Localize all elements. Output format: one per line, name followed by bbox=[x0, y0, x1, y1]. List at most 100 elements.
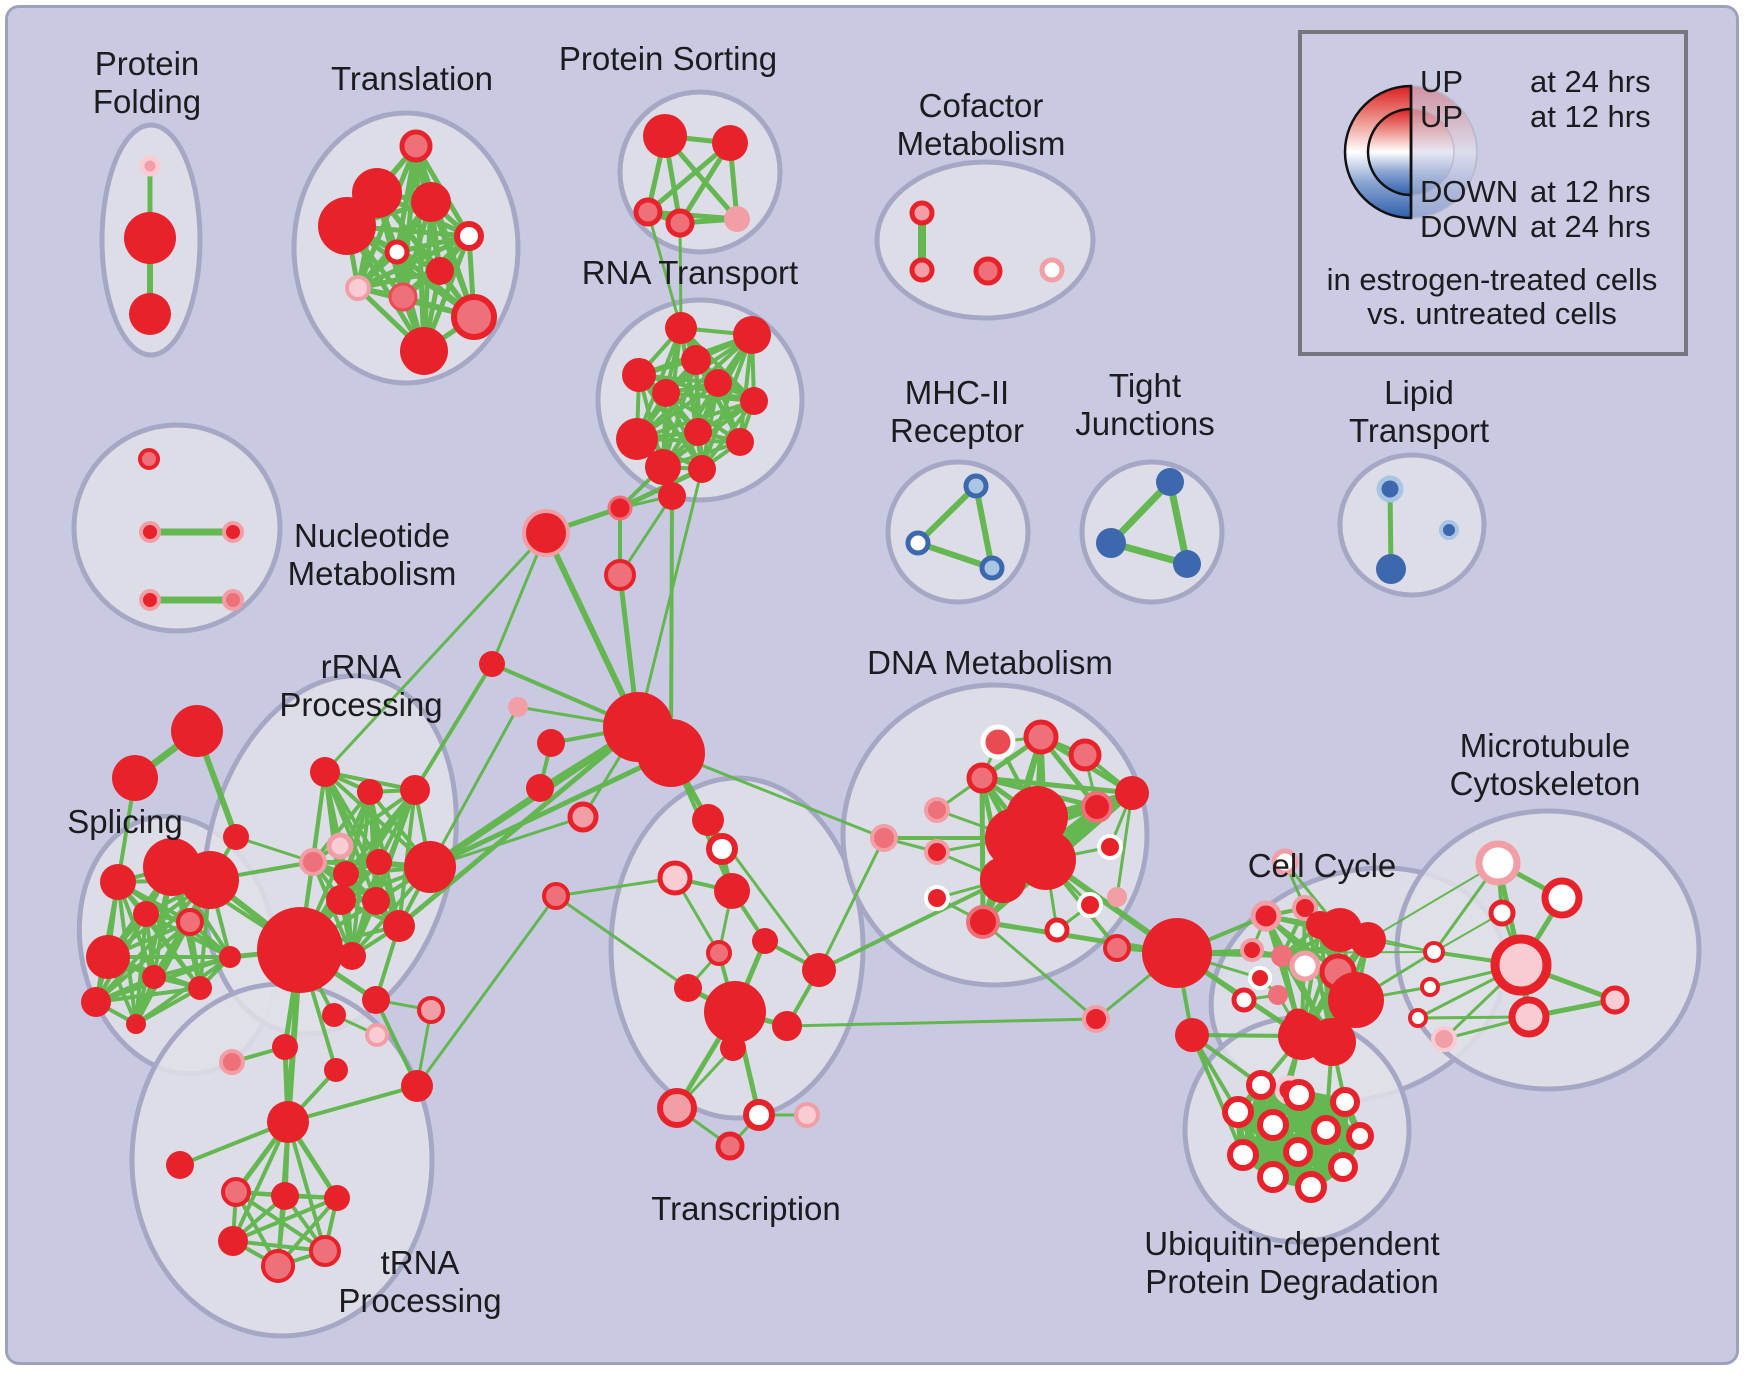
node-r19 bbox=[324, 1058, 348, 1082]
edge-m1-m2 bbox=[915, 483, 979, 546]
edge-d22-d16 bbox=[981, 920, 1098, 1021]
node-mt3 bbox=[1488, 899, 1516, 927]
node-cc14 bbox=[1328, 972, 1384, 1028]
node-lp2 bbox=[1376, 554, 1406, 584]
node-r8 bbox=[404, 841, 456, 893]
node-cc10 bbox=[1248, 966, 1272, 990]
node-d2 bbox=[1023, 719, 1059, 755]
node-t1 bbox=[399, 129, 433, 163]
edge-rt6-rt7 bbox=[664, 391, 756, 403]
node-d22 bbox=[1082, 1005, 1110, 1033]
node-bh2 bbox=[1175, 1018, 1209, 1052]
node-rt10 bbox=[726, 428, 754, 456]
cluster-lipid-transport-ellipse bbox=[1337, 452, 1487, 598]
node-d13 bbox=[980, 857, 1026, 903]
node-d4 bbox=[966, 762, 998, 794]
node-cc8 bbox=[1350, 922, 1386, 958]
node-x8 bbox=[704, 981, 766, 1043]
node-rt12 bbox=[688, 455, 716, 483]
edge-b4-x3 bbox=[554, 876, 677, 898]
edge-b3-r8 bbox=[428, 815, 585, 869]
node-rt2 bbox=[733, 316, 771, 354]
edge-r18-tr_hub bbox=[286, 1084, 419, 1124]
node-cc3 bbox=[1240, 938, 1264, 962]
node-m1 bbox=[963, 473, 989, 499]
node-r18 bbox=[401, 1070, 433, 1102]
edge-u9-u12 bbox=[1269, 1132, 1364, 1181]
node-u2 bbox=[1283, 1079, 1315, 1111]
node-b3 bbox=[567, 801, 599, 833]
edge-h4-hub2 bbox=[669, 494, 674, 755]
node-b4 bbox=[542, 882, 570, 910]
node-x4 bbox=[714, 873, 750, 909]
node-t7 bbox=[426, 257, 454, 285]
cluster-transcription-label: Transcription bbox=[651, 1190, 841, 1227]
node-t11 bbox=[400, 327, 448, 375]
edge-b6-r8 bbox=[428, 705, 520, 869]
node-d6 bbox=[870, 824, 898, 852]
node-cf3 bbox=[973, 256, 1003, 286]
node-tr4 bbox=[218, 1226, 248, 1256]
node-ps5 bbox=[724, 206, 750, 232]
node-mt7 bbox=[1431, 1026, 1457, 1052]
node-r5 bbox=[299, 848, 327, 876]
node-x2 bbox=[706, 833, 738, 865]
node-u10 bbox=[1295, 1171, 1327, 1203]
cluster-translation-label: Translation bbox=[331, 60, 493, 97]
node-n5 bbox=[222, 589, 244, 611]
node-tr3 bbox=[324, 1185, 350, 1211]
edge-ps4-rt1 bbox=[678, 221, 683, 330]
node-cc12 bbox=[1231, 987, 1257, 1013]
node-r7 bbox=[366, 849, 392, 875]
node-u5 bbox=[1257, 1109, 1289, 1141]
edge-d6-x15 bbox=[817, 836, 886, 972]
edge-tr_hub-tr5 bbox=[286, 1120, 327, 1253]
edge-d19-d8 bbox=[1115, 791, 1134, 899]
node-cc2 bbox=[1292, 895, 1318, 921]
legend-row-4-direction: DOWN bbox=[1420, 209, 1518, 244]
edge-hub2-r8 bbox=[427, 750, 674, 870]
node-rt4 bbox=[681, 345, 711, 375]
node-tr_hub bbox=[267, 1101, 309, 1143]
edge-rt4-rt11 bbox=[661, 358, 698, 469]
node-tr2 bbox=[271, 1182, 299, 1210]
node-sp7 bbox=[142, 965, 166, 989]
node-sg1 bbox=[171, 705, 223, 757]
legend-row-1-direction: UP bbox=[1420, 64, 1463, 99]
edge-rt3-rt12 bbox=[637, 373, 704, 471]
node-cc4 bbox=[1271, 945, 1293, 967]
node-x15 bbox=[802, 953, 836, 987]
cluster-nucleotide-metabolism-label: Nucleotide Metabolism bbox=[288, 517, 457, 592]
node-sp2 bbox=[181, 851, 239, 909]
edge-b4-r18 bbox=[415, 894, 558, 1088]
node-tj2 bbox=[1096, 528, 1126, 558]
edge-d4-d16 bbox=[979, 775, 986, 925]
node-sc3 bbox=[1408, 1008, 1428, 1028]
node-rt8 bbox=[616, 418, 658, 460]
node-t8 bbox=[345, 275, 371, 301]
node-u1 bbox=[1246, 1070, 1276, 1100]
node-d12 bbox=[1016, 830, 1076, 890]
node-x3 bbox=[657, 860, 693, 896]
cluster-microtubule-cytoskeleton-label: Microtubule Cytoskeleton bbox=[1450, 727, 1641, 802]
edge-d4-d8 bbox=[979, 775, 1135, 796]
node-ps4 bbox=[665, 208, 695, 238]
node-d20 bbox=[1103, 934, 1131, 962]
node-x10 bbox=[720, 1035, 746, 1061]
node-pf3 bbox=[129, 293, 171, 335]
node-u4 bbox=[1222, 1096, 1254, 1128]
node-tr1 bbox=[221, 1177, 251, 1207]
cluster-cofactor-metabolism-label: Cofactor Metabolism bbox=[897, 87, 1066, 162]
node-m3 bbox=[979, 555, 1005, 581]
node-t5 bbox=[454, 221, 484, 251]
edge-sp5-sp8 bbox=[94, 920, 192, 1004]
node-n1 bbox=[138, 448, 160, 470]
node-u6 bbox=[1311, 1115, 1341, 1145]
nodes-layer bbox=[81, 114, 1630, 1283]
legend-note: in estrogen-treated cells vs. untreated c… bbox=[1327, 262, 1658, 331]
node-r4 bbox=[326, 832, 354, 860]
node-d18 bbox=[1044, 917, 1070, 943]
node-d3 bbox=[1068, 738, 1102, 772]
node-t10 bbox=[451, 294, 497, 340]
node-sp3 bbox=[100, 864, 136, 900]
